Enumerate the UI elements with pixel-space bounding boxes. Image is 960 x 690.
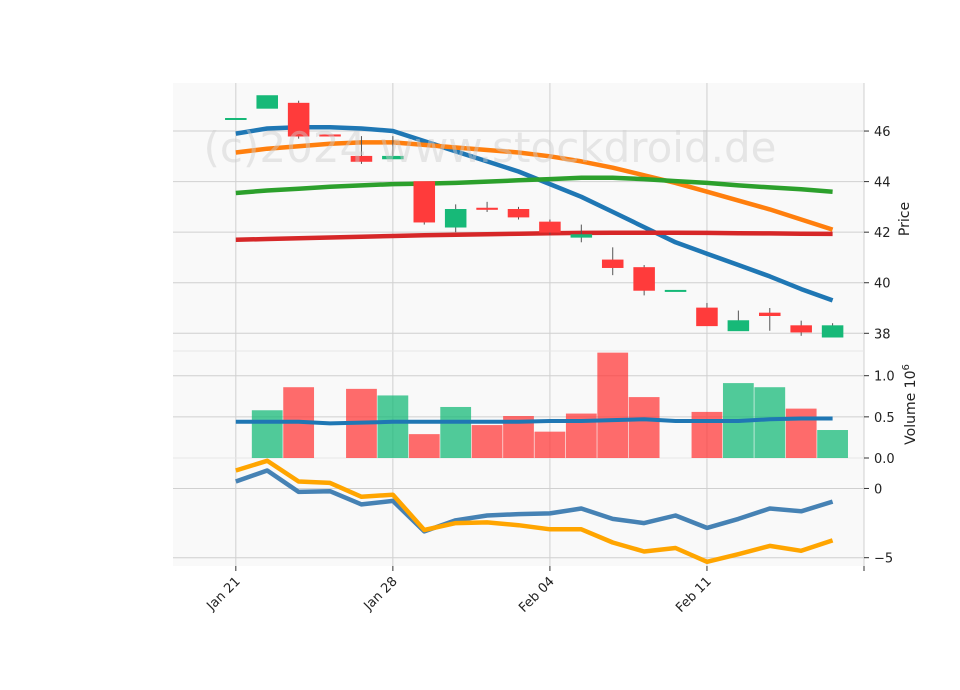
candle-body (256, 95, 278, 109)
candle-body (444, 209, 467, 228)
candle-body (539, 221, 561, 233)
volume-tick-label: 1.0 (874, 370, 895, 385)
candle (287, 100, 310, 139)
candle-body (664, 289, 687, 292)
candle-body (696, 307, 718, 327)
moving-average-line (235, 230, 833, 243)
indicator-tick-label: −5 (874, 552, 893, 567)
price-axis-label: Price (897, 202, 913, 236)
volume-bar (628, 397, 660, 458)
candle (570, 224, 593, 243)
candle (256, 95, 278, 109)
moving-average-line (235, 140, 834, 232)
candle-body (821, 325, 844, 338)
price-tick-label: 44 (874, 176, 891, 191)
volume-bar (817, 430, 848, 458)
candle-body (633, 267, 655, 291)
volume-axis-label: Volume 106 (901, 364, 919, 445)
indicator-line (235, 458, 834, 565)
volume-tick-label: 0.0 (874, 452, 895, 467)
candle-body (382, 155, 404, 160)
candle-body (790, 325, 812, 333)
x-tick-label: Jan 21 (204, 574, 244, 614)
candle (350, 136, 373, 164)
volume-bar (408, 434, 440, 458)
volume-bar (534, 431, 566, 458)
candle (633, 265, 655, 296)
moving-average-line (235, 175, 833, 196)
x-tick-label: Feb 04 (516, 574, 558, 616)
price-tick-label: 40 (874, 277, 891, 292)
x-tick-label: Jan 28 (361, 574, 401, 614)
candle-body (287, 102, 310, 137)
candle (225, 117, 247, 120)
candle (507, 206, 530, 220)
candle (601, 247, 624, 276)
volume-bar (471, 425, 503, 458)
candle (476, 201, 498, 212)
candle (319, 134, 341, 137)
volume-average-line (235, 416, 833, 426)
candle (790, 320, 812, 336)
volume-tick-label: 0.5 (874, 411, 895, 426)
indicator-line (235, 468, 834, 534)
candle-body (601, 259, 624, 268)
volume-bar (251, 410, 283, 458)
candle-body (476, 207, 498, 210)
candle (727, 310, 750, 332)
candle (696, 302, 718, 327)
watermark: (c)2024 www.stockdroid.de (204, 123, 777, 172)
volume-bar (691, 411, 723, 458)
volume-bar (377, 395, 409, 458)
candle-body (225, 117, 247, 120)
price-tick-label: 46 (874, 125, 891, 140)
candle-body (727, 320, 750, 332)
x-tick-label: Feb 11 (673, 574, 715, 616)
candle (539, 219, 561, 235)
price-tick-label: 42 (874, 226, 891, 241)
candle (664, 289, 687, 292)
candle (382, 136, 404, 160)
candle (759, 308, 781, 331)
candle-body (570, 234, 593, 238)
candle (821, 323, 844, 338)
candle-body (319, 134, 341, 137)
candle (413, 181, 436, 225)
candle-body (413, 181, 436, 223)
candle-body (507, 209, 530, 218)
volume-bar (754, 387, 786, 458)
candle (444, 204, 467, 233)
volume-bar (785, 408, 817, 458)
price-tick-label: 38 (874, 327, 891, 342)
volume-bar (440, 406, 472, 458)
indicator-tick-label: 0 (874, 482, 882, 497)
candle-body (350, 155, 373, 162)
candle-body (759, 312, 781, 317)
volume-bar (597, 352, 629, 458)
